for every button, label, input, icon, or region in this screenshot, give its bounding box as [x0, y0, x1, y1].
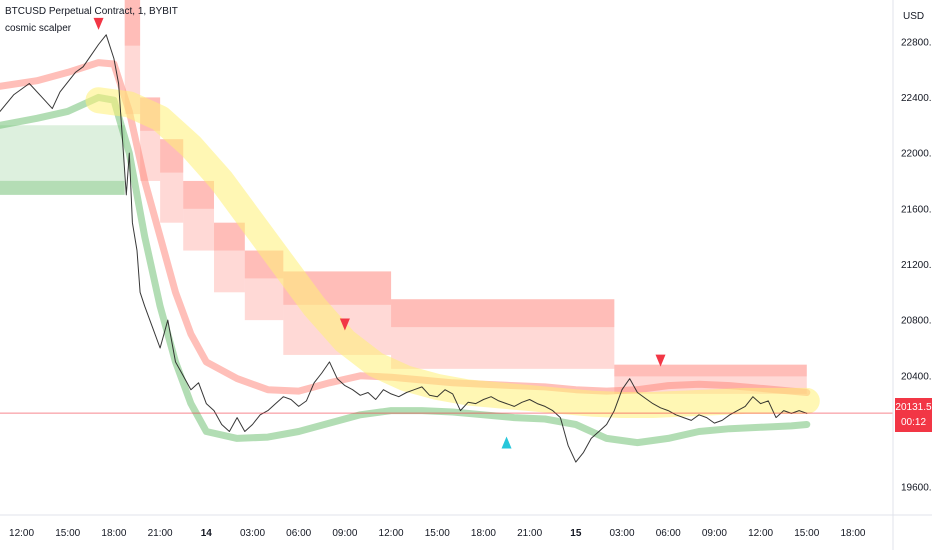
indicator-name[interactable]: cosmic scalper	[5, 23, 72, 34]
y-tick-label-3: 20800.0	[901, 316, 932, 327]
sell-signal-2	[655, 354, 666, 367]
y-tick-label-8: 22800.0	[901, 37, 932, 48]
resistance-block-3	[183, 180, 215, 251]
resistance-block-core-0	[124, 0, 141, 46]
y-tick-label-5: 21600.0	[901, 204, 932, 215]
buy-signal-3	[501, 436, 512, 449]
mid-band-line	[85, 87, 820, 418]
resistance-block-0	[124, 0, 141, 115]
y-tick-label-4: 21200.0	[901, 260, 932, 271]
y-tick-label-6: 22000.0	[901, 149, 932, 160]
x-tick-label-5: 03:00	[240, 528, 265, 539]
x-tick-label-17: 15:00	[794, 528, 819, 539]
resistance-block-core-8	[614, 364, 807, 377]
x-tick-label-18: 18:00	[840, 528, 865, 539]
x-tick-label-3: 21:00	[148, 528, 173, 539]
resistance-block-4	[214, 222, 245, 293]
last-price-badge: 20131.5 00:12	[895, 398, 932, 432]
currency-label: USD	[903, 11, 924, 22]
x-tick-label-16: 12:00	[748, 528, 773, 539]
symbol-title[interactable]: BTCUSD Perpetual Contract, 1, BYBIT	[5, 6, 178, 17]
x-tick-label-12: 15	[570, 528, 582, 539]
sell-signal-0	[93, 17, 104, 30]
y-tick-label-2: 20400.0	[901, 371, 932, 382]
last-price-value: 20131.5	[895, 402, 932, 413]
support-block-core-0	[0, 180, 125, 195]
x-tick-label-15: 09:00	[702, 528, 727, 539]
signal-markers	[93, 17, 666, 449]
x-tick-label-10: 18:00	[471, 528, 496, 539]
x-tick-label-1: 15:00	[55, 528, 80, 539]
x-tick-label-0: 12:00	[9, 528, 34, 539]
x-tick-label-13: 03:00	[610, 528, 635, 539]
x-tick-label-14: 06:00	[656, 528, 681, 539]
sell-signal-1	[339, 318, 350, 331]
resistance-block-7	[391, 299, 615, 369]
y-tick-label-7: 22400.0	[901, 93, 932, 104]
x-tick-label-4: 14	[201, 528, 213, 539]
support-block-0	[0, 125, 125, 195]
x-tick-label-11: 21:00	[517, 528, 542, 539]
resistance-block-core-7	[391, 299, 615, 328]
x-tick-label-2: 18:00	[101, 528, 126, 539]
resistance-block-2	[160, 139, 184, 223]
x-tick-label-7: 09:00	[332, 528, 357, 539]
x-tick-label-8: 12:00	[379, 528, 404, 539]
x-tick-label-9: 15:00	[425, 528, 450, 539]
y-tick-label-0: 19600.0	[901, 483, 932, 494]
last-price-countdown: 00:12	[900, 417, 927, 428]
band-blocks	[0, 0, 807, 394]
resistance-block-core-4	[214, 222, 245, 251]
x-tick-label-6: 06:00	[286, 528, 311, 539]
